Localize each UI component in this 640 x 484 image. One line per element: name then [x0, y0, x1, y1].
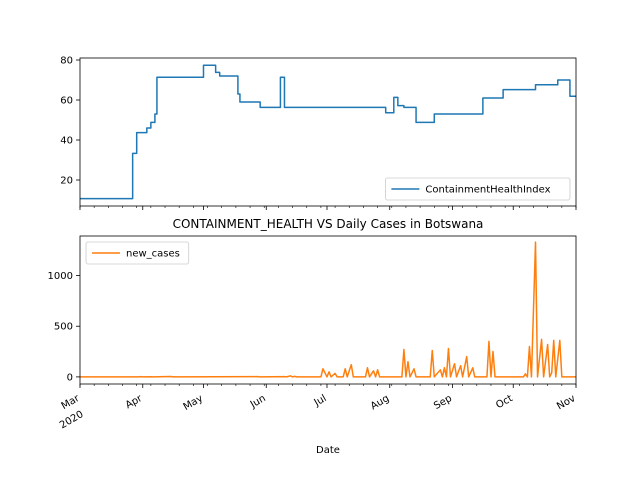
y-tick-label: 60: [60, 96, 73, 107]
legend: new_cases: [85, 241, 190, 265]
y-tick-label: 80: [60, 56, 73, 67]
axes-frame: [79, 235, 577, 385]
axes-frame: [79, 57, 577, 207]
legend-box: [85, 241, 190, 265]
y-tick-label: 0: [67, 372, 73, 383]
legend-label: new_cases: [126, 249, 180, 260]
top-subplot: 20 40 60 80 ContainmentHealthIndex: [60, 56, 577, 210]
legend-box: [384, 177, 571, 201]
y-tick-label: 40: [60, 136, 73, 147]
legend: ContainmentHealthIndex: [384, 177, 571, 201]
series-line-ContainmentHealthIndex: [80, 64, 576, 200]
chart-title: CONTAINMENT_HEALTH VS Daily Cases in Bot…: [173, 217, 484, 231]
y-tick-label: 20: [60, 176, 73, 187]
legend-label: ContainmentHealthIndex: [425, 185, 550, 196]
x-axis-label: Date: [316, 445, 340, 456]
y-tick-label: 500: [54, 322, 73, 333]
series-line-new_cases: [80, 241, 576, 378]
y-tick-label: 1000: [48, 271, 73, 282]
